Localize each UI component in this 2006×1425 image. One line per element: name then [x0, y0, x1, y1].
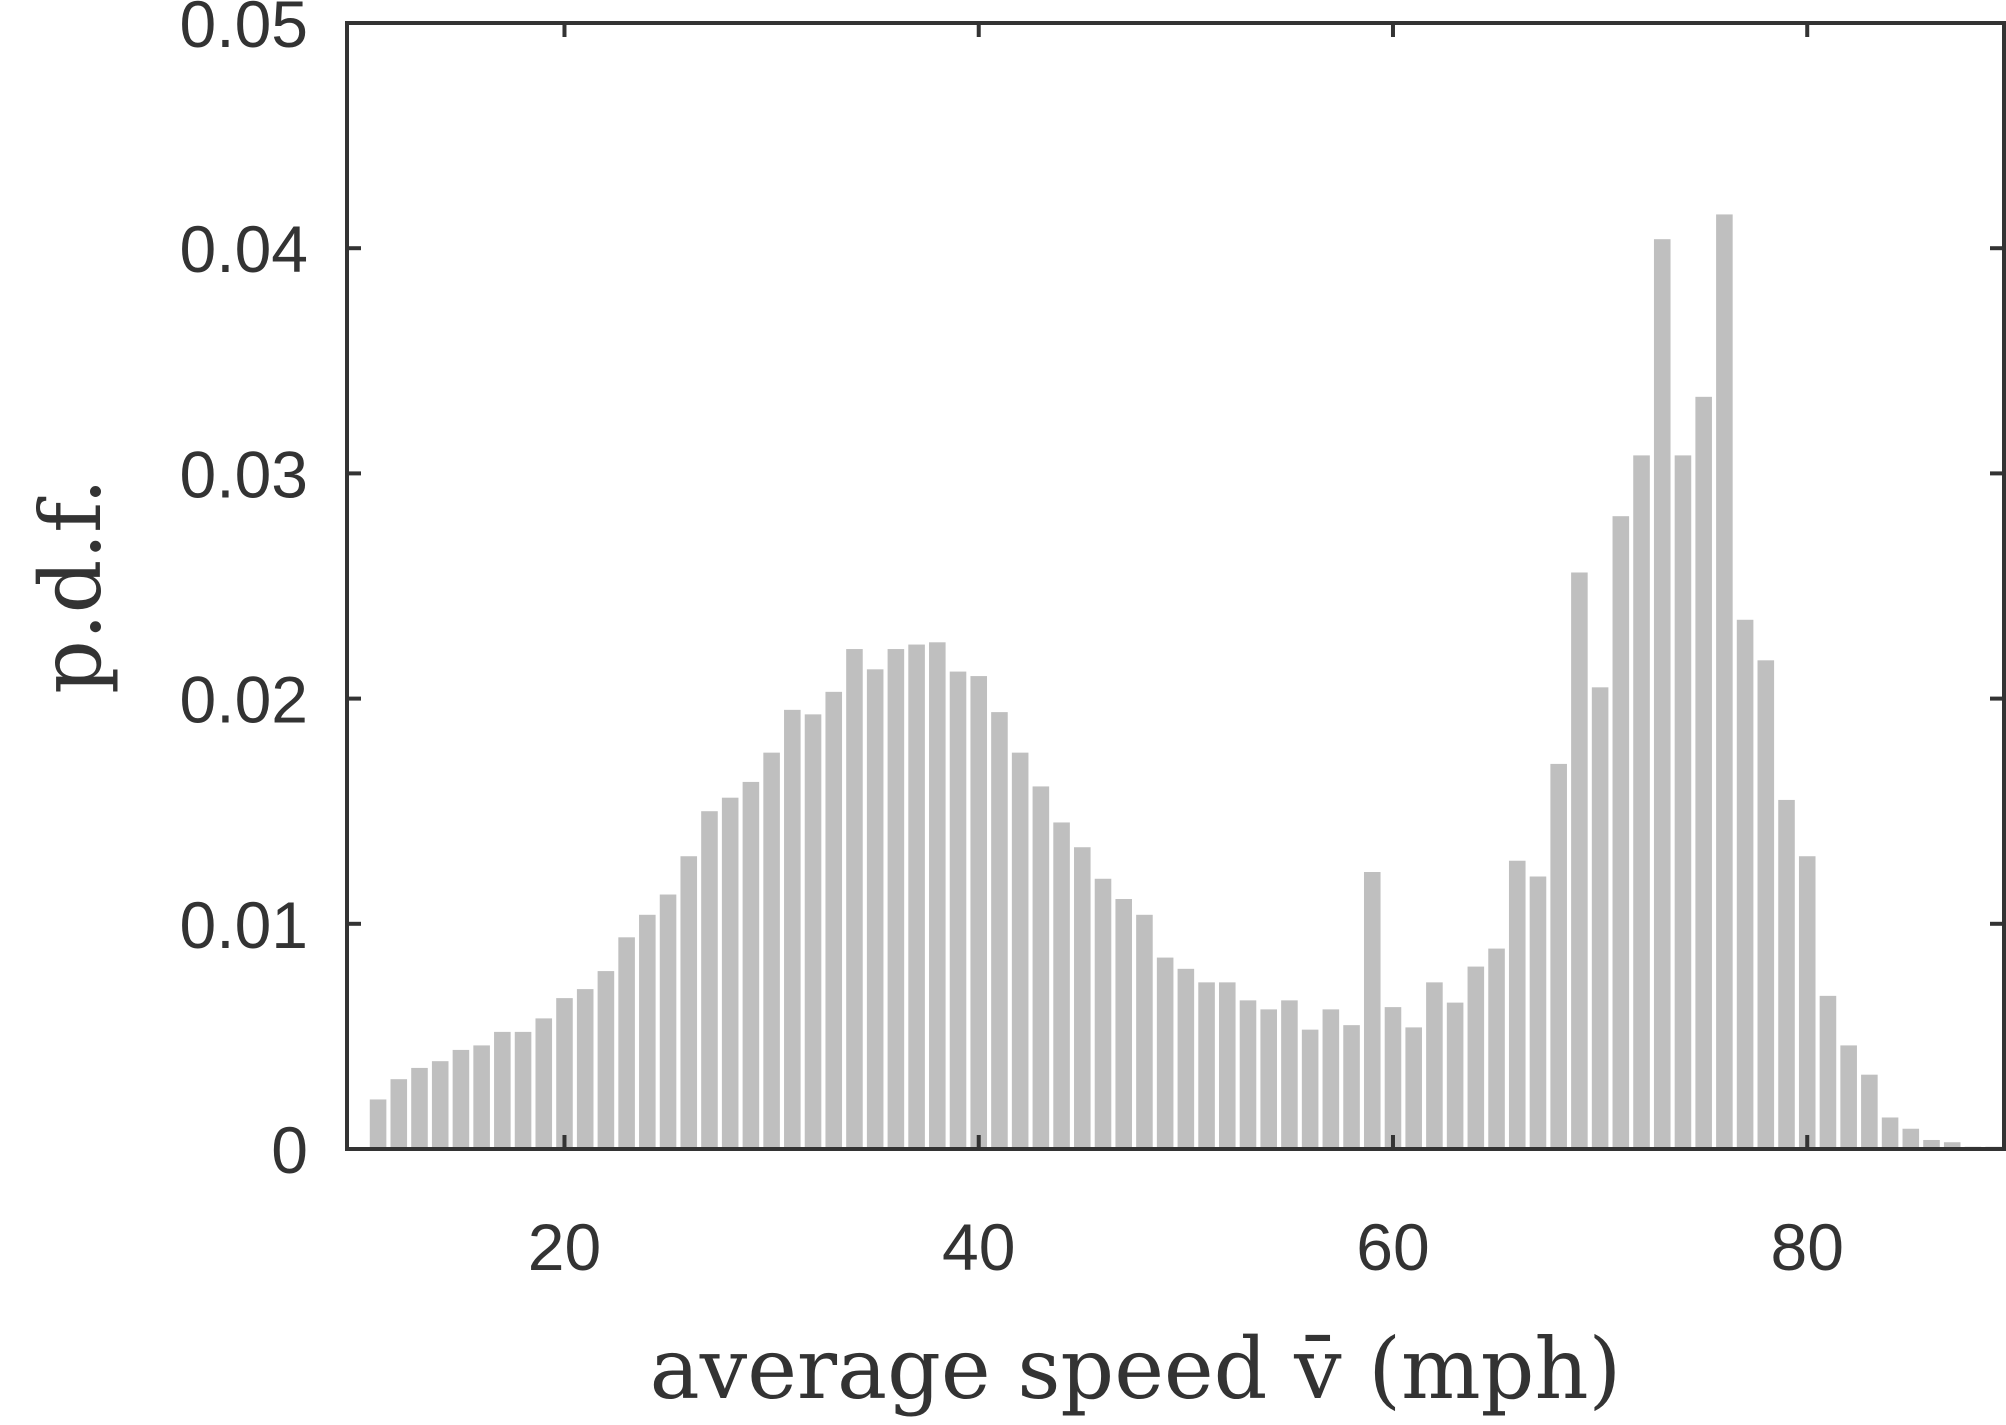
histogram-bar [680, 856, 698, 1149]
histogram-bar [721, 797, 739, 1149]
y-tick-label: 0.02 [180, 663, 308, 737]
histogram-bar [1343, 1025, 1360, 1149]
histogram-bar [1177, 968, 1195, 1149]
histogram-bar [473, 1045, 490, 1149]
histogram-bar [597, 971, 615, 1149]
ticks-group [347, 23, 2004, 1149]
histogram-bar [1198, 982, 1215, 1149]
y-tick-label: 0.01 [180, 888, 308, 962]
histogram-bar [1156, 957, 1174, 1149]
histogram-bar [659, 894, 677, 1149]
histogram-bar [949, 671, 967, 1149]
histogram-bar [431, 1061, 449, 1149]
x-tick-label: 40 [942, 1210, 1015, 1284]
histogram-bar [618, 937, 635, 1149]
histogram-bar [887, 649, 905, 1149]
histogram-bar [1508, 860, 1526, 1149]
histogram-bar [576, 989, 594, 1149]
histogram-bar [1115, 899, 1133, 1149]
histogram-bar [1840, 1045, 1857, 1149]
histogram-bar [1819, 995, 1837, 1149]
histogram-bar [1405, 1027, 1422, 1149]
histogram-bar [1653, 239, 1671, 1149]
histogram-bar [1426, 982, 1443, 1149]
y-tick-label: 0.04 [180, 212, 308, 286]
histogram-bar [535, 1018, 553, 1149]
histogram-bar [1384, 1007, 1402, 1149]
histogram-bar [804, 714, 822, 1149]
histogram-bar [825, 691, 843, 1149]
histogram-bar [1239, 1000, 1257, 1149]
histogram-bar [514, 1031, 532, 1149]
histogram-bar [1218, 982, 1236, 1149]
y-tick-label: 0.05 [180, 0, 308, 61]
histogram-bar [1861, 1074, 1878, 1149]
histogram-bar [1529, 876, 1547, 1149]
histogram-bar [1446, 1002, 1464, 1149]
x-axis-title: average speed v̄ (mph) [650, 1320, 1622, 1418]
histogram-bar [1301, 1029, 1319, 1149]
histogram-bar [908, 644, 925, 1149]
histogram-bar [742, 781, 760, 1149]
histogram-bar [494, 1031, 511, 1149]
histogram-bar [1716, 214, 1733, 1150]
histogram-bar [1674, 455, 1692, 1149]
histogram-bar [1094, 878, 1112, 1149]
histogram-bar [369, 1099, 387, 1149]
x-tick-label: 60 [1356, 1210, 1429, 1284]
plot-frame [345, 21, 2006, 1151]
histogram-bar [1633, 455, 1650, 1149]
y-tick-label: 0.03 [180, 437, 308, 511]
histogram-bar [929, 642, 946, 1149]
histogram-bar [1136, 914, 1153, 1149]
histogram-bar [970, 676, 988, 1149]
bars-group [369, 214, 2002, 1150]
histogram-bar [1032, 786, 1050, 1149]
histogram-bar [846, 649, 863, 1149]
histogram-bar [556, 998, 573, 1149]
histogram-bar [1612, 516, 1630, 1149]
x-tick-label: 20 [528, 1210, 601, 1284]
histogram-bar [452, 1049, 470, 1149]
histogram-bar [1467, 966, 1485, 1149]
histogram-bar [1571, 572, 1588, 1149]
tick-labels-group: 20 40 60 80 0 0.01 0.02 0.03 0.04 0.05 [180, 0, 1844, 1284]
histogram-bar [1757, 660, 1775, 1149]
histogram-bar [784, 709, 801, 1149]
histogram-bar [390, 1079, 408, 1149]
histogram-bar [991, 712, 1008, 1149]
histogram-bar [1778, 799, 1795, 1149]
histogram-bar [1695, 396, 1712, 1149]
histogram-bar [1281, 1000, 1298, 1149]
histogram-bar [1260, 1009, 1277, 1149]
histogram-bar [1011, 752, 1029, 1149]
y-axis-title: p.d.f. [22, 478, 120, 694]
histogram-bar [1923, 1139, 1940, 1149]
histogram-bar [1943, 1142, 1961, 1149]
histogram-bar [1074, 847, 1091, 1149]
histogram-bar [1591, 687, 1609, 1149]
histogram-bar [639, 914, 656, 1149]
histogram-bar [866, 669, 884, 1149]
histogram-bar [1550, 763, 1567, 1149]
histogram-bar [1736, 619, 1754, 1149]
histogram-bar [1798, 856, 1816, 1149]
histogram-bar [1322, 1009, 1340, 1149]
histogram-bar [763, 752, 780, 1149]
histogram-bar [1488, 948, 1505, 1149]
histogram-bar [701, 811, 718, 1149]
histogram-bar [1053, 822, 1070, 1149]
histogram-bar [1881, 1117, 1899, 1149]
histogram-bar [1363, 872, 1381, 1149]
histogram-bar [1902, 1128, 1920, 1149]
y-tick-label: 0 [271, 1113, 308, 1187]
histogram-bar [411, 1067, 428, 1149]
x-tick-label: 80 [1771, 1210, 1844, 1284]
